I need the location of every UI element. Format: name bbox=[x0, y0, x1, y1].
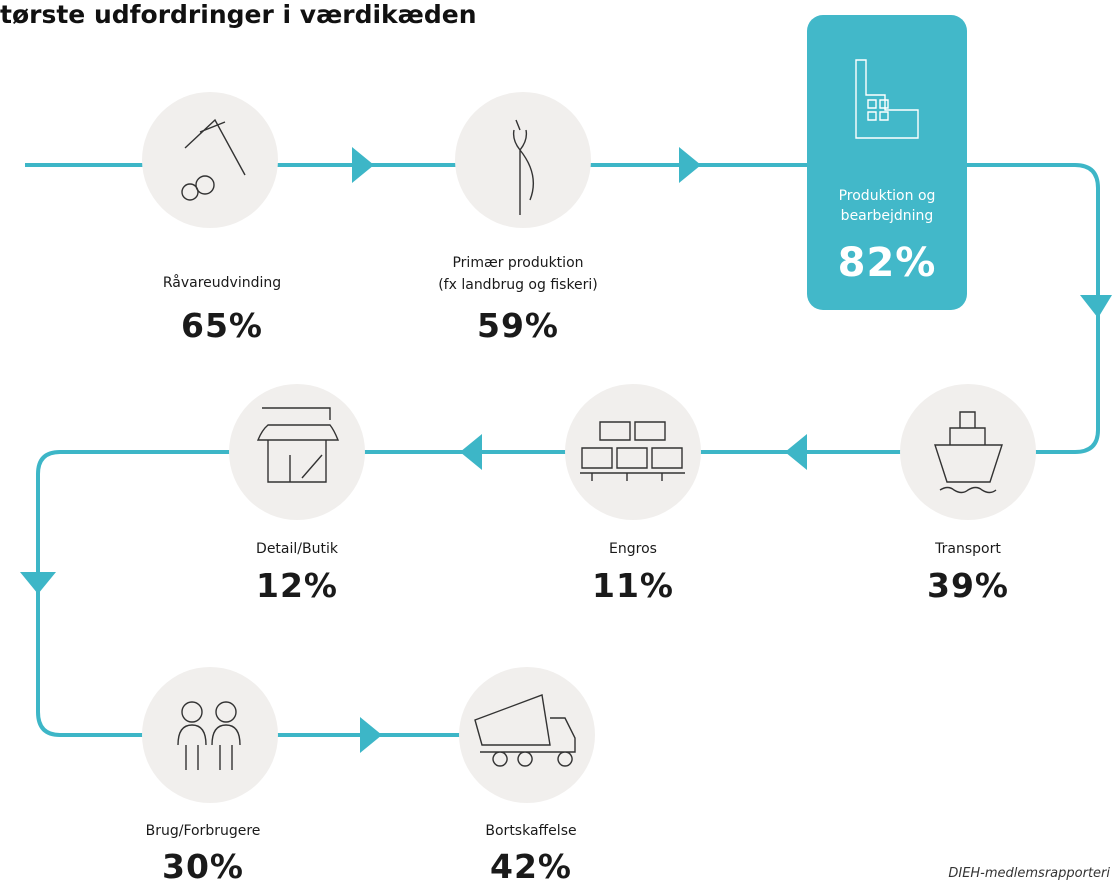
node-label: Brug/Forbrugere bbox=[145, 823, 261, 839]
node-label: Engros bbox=[609, 541, 657, 557]
title: tørste udfordringer i værdikæden bbox=[0, 0, 477, 29]
node-value: 30% bbox=[162, 847, 244, 884]
node-value: 11% bbox=[592, 566, 674, 605]
node-label: Produktion og bearbejdning bbox=[838, 188, 936, 224]
node-value: 82% bbox=[837, 240, 937, 286]
node-label: Bortskaffelse bbox=[485, 823, 577, 839]
node-label: Primær produktion (fx landbrug og fisker… bbox=[438, 255, 598, 293]
node-label: Råvareudvinding bbox=[162, 275, 282, 291]
node-value: 65% bbox=[181, 306, 263, 345]
node-label: Detail/Butik bbox=[256, 541, 338, 557]
node-value: 59% bbox=[477, 306, 559, 345]
node-value: 12% bbox=[256, 566, 338, 605]
node-value: 42% bbox=[490, 847, 572, 884]
icons bbox=[177, 59, 1003, 770]
highlight-box bbox=[807, 15, 967, 310]
flow-arrows bbox=[20, 147, 1112, 753]
node-value: 39% bbox=[927, 566, 1009, 605]
node-label: Transport bbox=[935, 541, 1001, 557]
icon-circles bbox=[142, 92, 1036, 803]
source: DIEH-medlemsrapporteri bbox=[948, 866, 1110, 881]
